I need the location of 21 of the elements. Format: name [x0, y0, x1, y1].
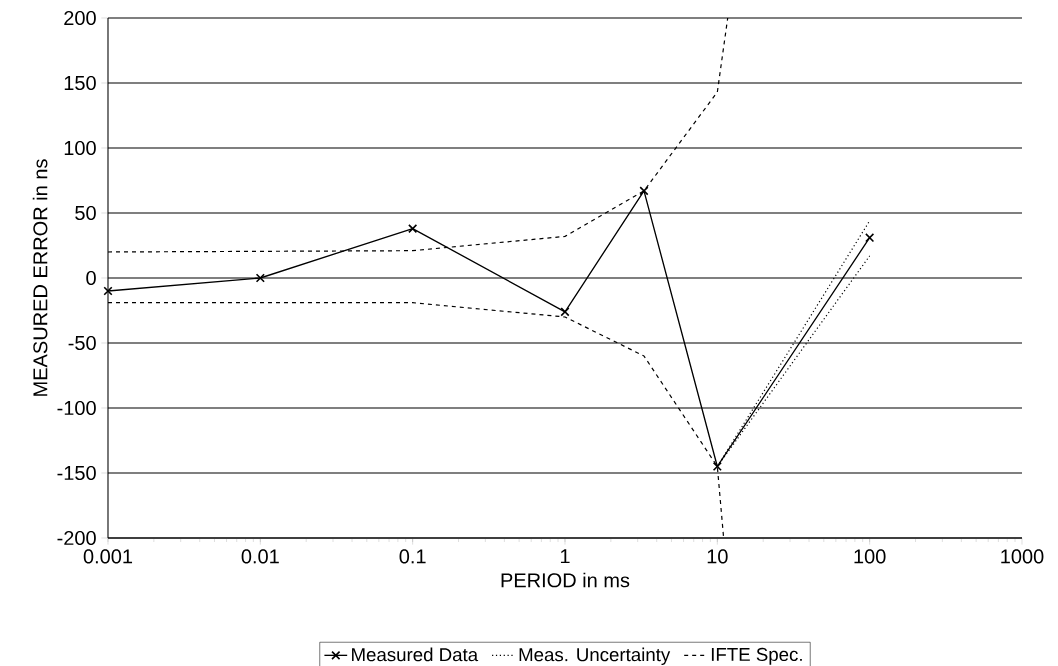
legend-label: Measured Data	[352, 647, 479, 662]
y-tick-label: -150	[57, 465, 96, 481]
x-tick-label: 0.001	[83, 549, 133, 564]
legend-label: Meas. Uncertainty	[519, 647, 671, 665]
x-tick-label: 0.1	[399, 549, 426, 564]
y-tick-label: 150	[64, 75, 96, 91]
x-tick-label: 100	[854, 549, 886, 564]
y-tick-label: 50	[75, 205, 96, 221]
y-tick-label: 200	[64, 10, 96, 26]
y-axis-title: MEASURED ERROR in ns	[32, 159, 48, 396]
x-tick-label: 1	[560, 549, 570, 564]
x-tick-label: 10	[707, 549, 728, 564]
y-tick-label: -50	[68, 335, 96, 351]
legend-label: IFTE Spec.	[711, 647, 802, 665]
y-tick-label: -100	[57, 400, 96, 416]
y-tick-label: 0	[86, 270, 96, 286]
x-axis-title: PERIOD in ms	[501, 572, 630, 588]
y-tick-label: 100	[64, 140, 96, 156]
y-tick-label: -200	[57, 530, 96, 546]
x-tick-label: 0.01	[241, 549, 279, 564]
x-tick-label: 1000	[1001, 549, 1044, 564]
